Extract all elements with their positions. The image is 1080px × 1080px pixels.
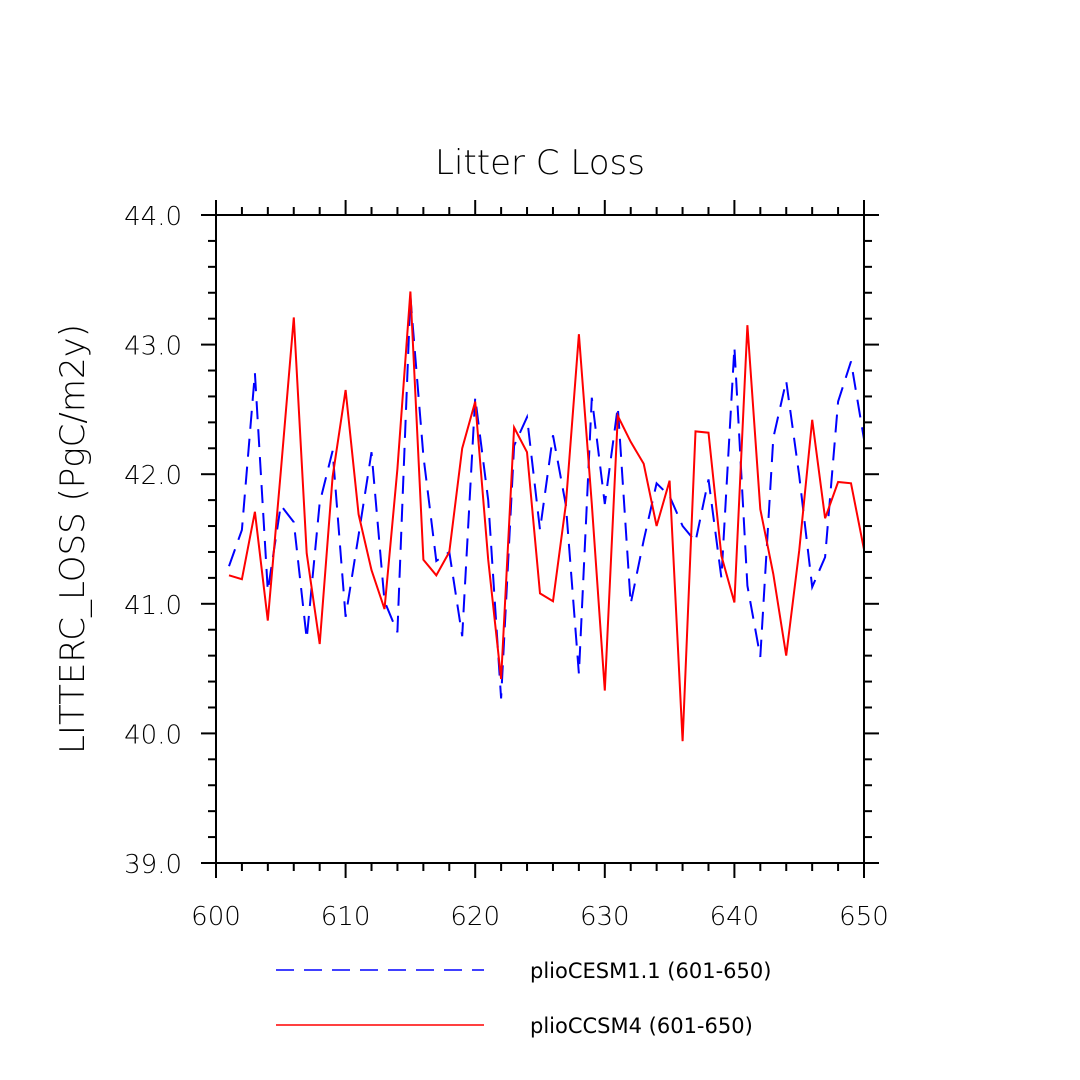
series-line-2 [228, 291, 865, 742]
chart-title: Litter C Loss [435, 143, 645, 183]
series-lines [228, 291, 865, 742]
plot-frame [215, 214, 865, 864]
x-tick-label: 620 [450, 902, 500, 932]
series-line-1 [228, 296, 865, 699]
y-tick-label: 40.0 [124, 720, 182, 750]
x-tick-label: 630 [580, 902, 630, 932]
y-axis-label: LITTERC_LOSS (PgC/m2y) [53, 324, 93, 754]
legend-label-1: plioCESM1.1 (601-650) [530, 959, 771, 983]
x-tick-label: 610 [321, 902, 371, 932]
y-tick-label: 39.0 [124, 850, 182, 880]
x-tick-label: 600 [191, 902, 241, 932]
y-tick-label: 42.0 [124, 461, 182, 491]
x-tick-label: 650 [839, 902, 889, 932]
legend-label-2: plioCCSM4 (601-650) [530, 1014, 753, 1038]
axis-tick-labels: 600 610 620 630 640 650 39.0 40.0 41.0 42.0 43.0 44… [124, 202, 889, 932]
y-tick-label: 43.0 [124, 332, 182, 362]
y-tick-label: 41.0 [124, 591, 182, 621]
axis-ticks [201, 200, 879, 878]
y-tick-label: 44.0 [124, 202, 182, 232]
legend: plioCESM1.1 (601-650) plioCCSM4 (601-650) [276, 959, 771, 1038]
x-tick-label: 640 [710, 902, 760, 932]
